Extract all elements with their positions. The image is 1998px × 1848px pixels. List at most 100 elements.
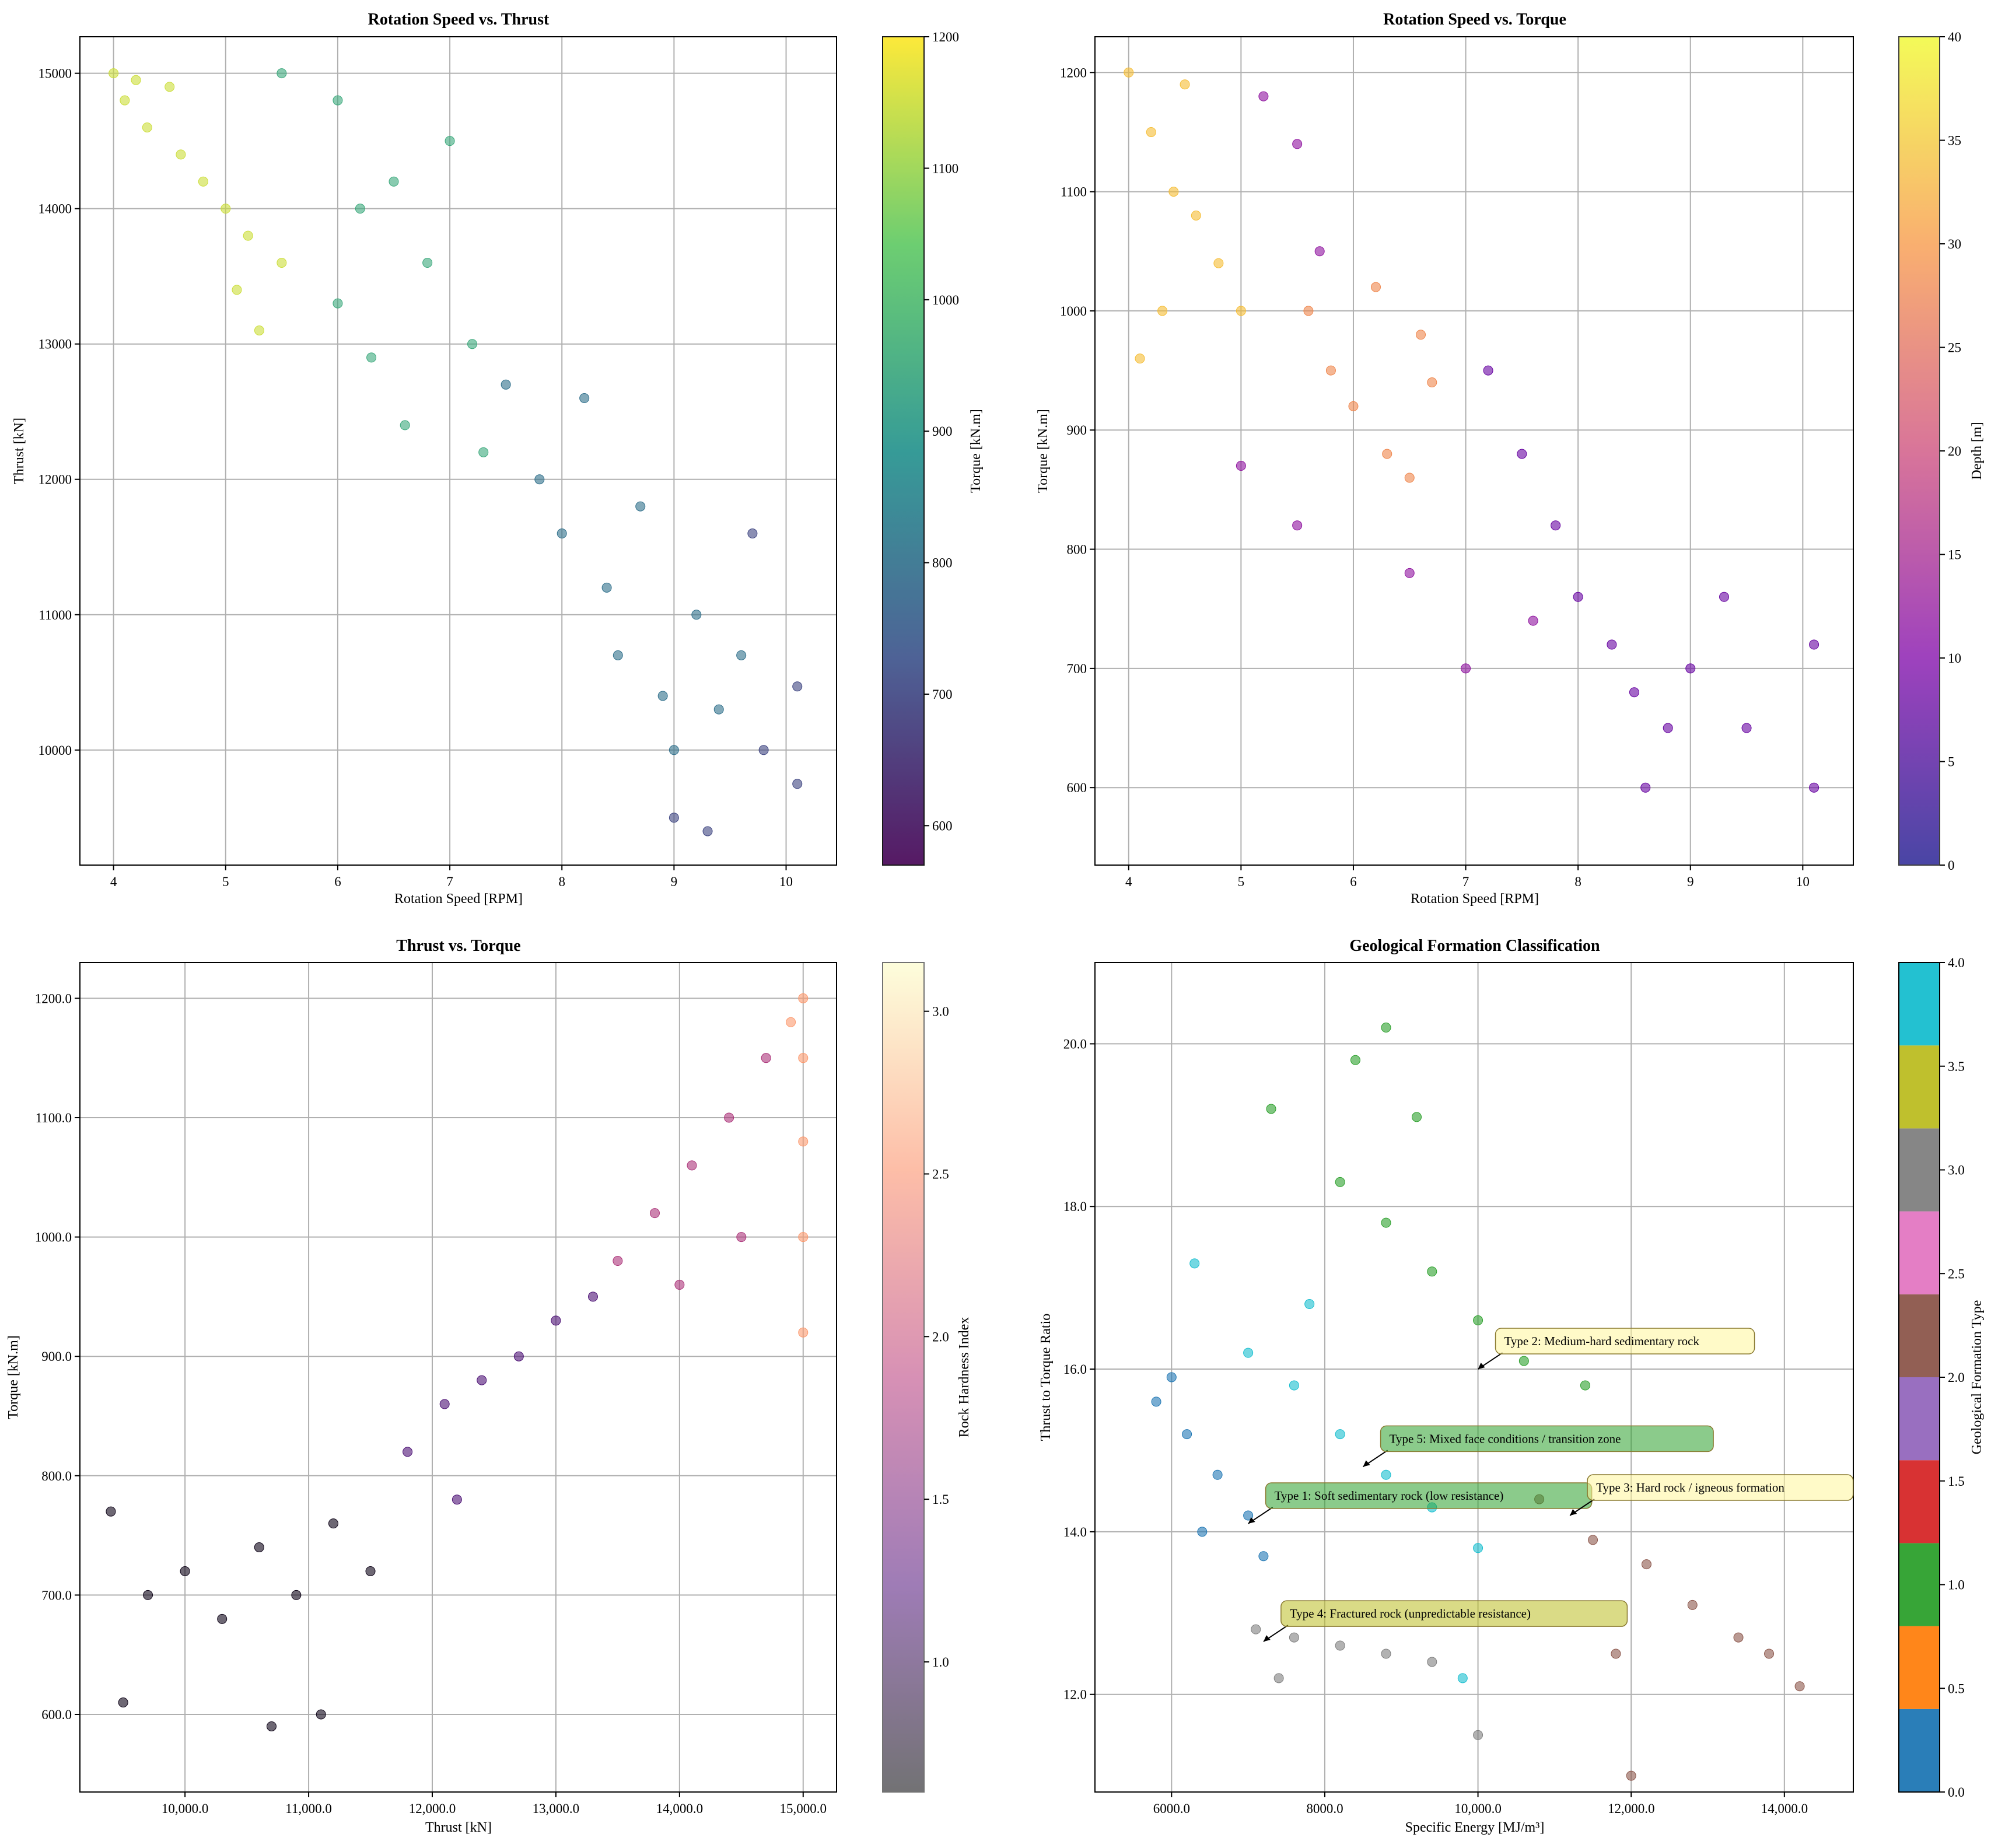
colorbar-tick-label: 3.0 xyxy=(1948,1163,1965,1178)
colorbar-band xyxy=(1899,1460,1940,1544)
arrow-head xyxy=(1478,1363,1485,1370)
data-point xyxy=(1350,1055,1360,1065)
data-point xyxy=(687,1160,697,1171)
data-point xyxy=(657,691,668,701)
x-tick-label: 15,000.0 xyxy=(780,1801,827,1816)
data-point xyxy=(713,704,724,715)
colorbar-tick-label: 4.0 xyxy=(1948,956,1965,970)
colorbar-label: Geological Formation Type xyxy=(1969,1300,1985,1455)
data-point xyxy=(355,204,365,214)
data-point xyxy=(1588,1535,1598,1545)
x-tick-label: 14,000.0 xyxy=(1761,1801,1808,1816)
y-tick-label: 1000 xyxy=(1060,304,1087,318)
data-point xyxy=(1427,1657,1437,1667)
y-tick-label: 13000 xyxy=(39,337,72,352)
colorbar xyxy=(1898,36,1940,866)
y-tick-label: 600.0 xyxy=(41,1707,72,1722)
annotation-text: Type 4: Fractured rock (unpredictable re… xyxy=(1290,1606,1531,1620)
y-tick-label: 1100 xyxy=(1061,185,1087,200)
data-point xyxy=(669,813,679,823)
data-point xyxy=(106,1506,116,1517)
colorbar-label: Rock Hardness Index xyxy=(957,1317,972,1438)
colorbar-tick-label: 1.5 xyxy=(1948,1474,1965,1489)
y-tick-label: 12.0 xyxy=(1063,1688,1087,1702)
data-point xyxy=(1457,1673,1468,1684)
scatter-points xyxy=(109,68,803,836)
colorbar-tick-label: 2.0 xyxy=(932,1329,949,1344)
data-point xyxy=(445,136,455,146)
colorbar-band xyxy=(1899,1211,1940,1294)
y-axis-label: Torque [kN.m] xyxy=(1035,409,1051,493)
colorbar-band xyxy=(1899,1377,1940,1461)
x-tick-label: 10,000.0 xyxy=(162,1801,209,1816)
data-point xyxy=(551,1315,561,1326)
data-point xyxy=(1473,1543,1483,1553)
data-point xyxy=(1733,1632,1744,1643)
data-point xyxy=(1640,782,1651,793)
data-point xyxy=(1251,1624,1261,1634)
colorbar xyxy=(1898,962,1940,1793)
data-point xyxy=(143,1590,153,1600)
x-tick-label: 4 xyxy=(110,874,117,889)
annotation-box xyxy=(1495,1328,1755,1354)
y-tick-label: 11000 xyxy=(39,608,72,622)
data-point xyxy=(1325,365,1336,376)
colorbar-band xyxy=(1899,1709,1940,1792)
data-point xyxy=(1381,1217,1391,1228)
data-point xyxy=(613,650,623,660)
data-point xyxy=(557,528,567,539)
x-tick-label: 6000.0 xyxy=(1153,1801,1190,1816)
data-point xyxy=(588,1292,599,1302)
data-point xyxy=(1135,354,1145,364)
colorbar-tick-label: 35 xyxy=(1948,134,1961,148)
colorbar-band xyxy=(1899,1045,1940,1129)
colorbar-band xyxy=(1899,963,1940,1046)
data-point xyxy=(1473,1730,1483,1740)
y-tick-label: 800.0 xyxy=(41,1469,72,1483)
plot-area xyxy=(1094,36,1854,866)
colorbar-tick-label: 15 xyxy=(1948,548,1961,562)
data-point xyxy=(1292,520,1303,531)
data-point xyxy=(1626,1770,1636,1781)
data-point xyxy=(400,420,410,430)
data-point xyxy=(131,75,141,85)
data-point xyxy=(422,257,433,268)
data-point xyxy=(1412,1112,1422,1122)
data-point xyxy=(1314,246,1325,257)
chart-title: Rotation Speed vs. Thrust xyxy=(368,10,550,29)
plot-area xyxy=(79,962,837,1793)
data-point xyxy=(1809,782,1819,793)
data-point xyxy=(635,501,646,512)
colorbar-tick-label: 0.0 xyxy=(1948,1785,1965,1800)
x-axis-label: Rotation Speed [RPM] xyxy=(1411,891,1539,907)
panel-rotation-speed-vs-thrust: Rotation Speed vs. Thrust 4 5 6 7 8 9 10 10000 1… xyxy=(12,10,984,907)
data-point xyxy=(1719,592,1730,602)
data-point xyxy=(1809,639,1819,650)
colorbar-band xyxy=(1899,1626,1940,1709)
x-tick-label: 8 xyxy=(1574,874,1581,889)
colorbar-tick-label: 25 xyxy=(1948,341,1961,355)
y-axis-label: Thrust to Torque Ratio xyxy=(1038,1314,1054,1441)
colorbar-tick-label: 1200 xyxy=(932,30,959,44)
data-point xyxy=(1517,449,1527,459)
chart-title: Thrust vs. Torque xyxy=(396,937,520,955)
colorbar-band xyxy=(1899,1128,1940,1212)
data-point xyxy=(266,1721,277,1731)
y-tick-label: 800 xyxy=(1067,542,1087,557)
data-point xyxy=(333,298,343,309)
y-tick-label: 18.0 xyxy=(1063,1199,1087,1214)
colorbar-tick-label: 900 xyxy=(932,424,953,439)
annotation: Type 1: Soft sedimentary rock (low resis… xyxy=(1248,1482,1593,1524)
colorbar-tick-label: 800 xyxy=(932,556,953,570)
data-point xyxy=(291,1590,302,1600)
y-tick-label: 700 xyxy=(1067,662,1087,676)
data-point xyxy=(1381,1023,1391,1033)
x-tick-label: 13,000.0 xyxy=(533,1801,580,1816)
data-point xyxy=(1166,1372,1177,1382)
data-point xyxy=(1266,1104,1276,1114)
annotation: Type 4: Fractured rock (unpredictable re… xyxy=(1263,1600,1628,1642)
colorbar-tick-label: 20 xyxy=(1948,444,1961,459)
y-tick-label: 1100.0 xyxy=(36,1111,72,1125)
colorbar-tick-label: 10 xyxy=(1948,651,1961,666)
